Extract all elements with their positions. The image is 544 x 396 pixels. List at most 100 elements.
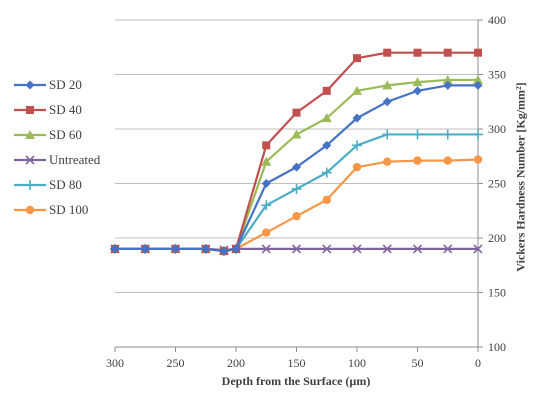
- data-point-untreated-100: [352, 244, 362, 254]
- legend-item-sd-40: SD 40: [14, 97, 100, 122]
- data-point-sd-100-150: [292, 212, 301, 221]
- data-point-sd-80-0: [473, 129, 483, 140]
- x-tick-label-250: 250: [167, 356, 185, 370]
- data-point-sd-100-0: [473, 155, 483, 164]
- data-point-sd-60-150: [291, 129, 302, 139]
- data-point-sd-20-50: [413, 86, 422, 96]
- x-axis-label: Depth from the Surface (µm): [221, 374, 371, 388]
- data-point-sd-20-150: [292, 162, 301, 172]
- y-axis-label: Vickers Hardness Number [Kg/mm²]: [513, 82, 528, 272]
- data-point-sd-80-100: [352, 140, 362, 151]
- y-tick-label-400: 400: [488, 13, 506, 27]
- data-point-sd-60-75: [382, 80, 393, 90]
- data-point-sd-20-250: [171, 244, 180, 254]
- data-point-untreated-25: [443, 244, 453, 254]
- legend-swatch-untreated: [14, 154, 46, 165]
- data-point-sd-60-100: [352, 85, 362, 95]
- data-point-sd-80-50: [412, 129, 423, 140]
- data-point-sd-40-25: [443, 48, 452, 57]
- data-point-sd-20-75: [382, 97, 392, 107]
- legend-item-sd-60: SD 60: [14, 122, 100, 147]
- data-point-untreated-75: [382, 244, 392, 254]
- y-tick-label-200: 200: [488, 231, 506, 245]
- y-tick-label-250: 250: [488, 177, 506, 191]
- x-tick-label-200: 200: [227, 356, 245, 370]
- legend-swatch-sd-40: [14, 105, 46, 114]
- data-point-untreated-150: [291, 244, 302, 254]
- legend-marker-untreated: [25, 154, 35, 165]
- data-point-sd-80-75: [382, 129, 393, 140]
- data-point-sd-40-175: [262, 141, 271, 150]
- legend-marker-sd-40: [26, 105, 34, 114]
- data-point-untreated-50: [412, 244, 423, 254]
- data-point-sd-100-100: [352, 162, 362, 172]
- legend-label-sd-20: SD 20: [49, 76, 82, 92]
- x-tick-label-50: 50: [412, 356, 424, 370]
- y-tick-label-350: 350: [488, 68, 506, 82]
- data-point-sd-100-25: [443, 156, 452, 165]
- data-point-sd-20-210: [219, 246, 229, 256]
- x-tick-label-300: 300: [106, 356, 124, 370]
- data-point-sd-40-125: [322, 86, 331, 95]
- legend-item-untreated: Untreated: [14, 147, 100, 172]
- legend-swatch-sd-100: [14, 205, 46, 214]
- y-tick-label-100: 100: [488, 340, 506, 354]
- data-point-sd-20-225: [201, 244, 211, 254]
- legend-label-sd-80: SD 80: [49, 176, 82, 192]
- data-point-sd-80-175: [261, 200, 272, 211]
- data-point-sd-20-125: [322, 140, 332, 150]
- data-point-sd-40-50: [413, 48, 422, 57]
- x-tick-label-0: 0: [475, 356, 481, 370]
- legend-marker-sd-100: [25, 205, 35, 214]
- plot-area: [110, 48, 483, 257]
- data-point-sd-20-175: [261, 179, 271, 188]
- legend-item-sd-80: SD 80: [14, 172, 100, 197]
- data-point-sd-20-275: [140, 244, 150, 254]
- data-point-sd-40-0: [474, 48, 482, 57]
- data-point-sd-80-25: [442, 129, 453, 140]
- series-line-sd-100: [115, 158, 479, 253]
- x-tick-label-100: 100: [348, 356, 366, 370]
- data-point-sd-60-50: [412, 77, 423, 87]
- x-tick-label-150: 150: [288, 356, 306, 370]
- data-point-sd-40-150: [292, 108, 301, 117]
- data-point-untreated-0: [473, 244, 483, 254]
- legend: SD 20 SD 40 SD 60 Untreated SD 80 SD 100: [14, 72, 100, 222]
- legend-swatch-sd-20: [14, 80, 46, 89]
- data-point-sd-20-25: [443, 80, 453, 90]
- data-point-untreated-175: [261, 244, 271, 254]
- legend-marker-sd-80: [25, 179, 35, 190]
- y-tick-label-150: 150: [488, 286, 506, 300]
- data-point-untreated-125: [322, 244, 332, 254]
- data-point-sd-100-125: [322, 195, 331, 205]
- data-point-sd-60-0: [473, 74, 483, 84]
- series-line-sd-20: [115, 84, 478, 253]
- data-point-sd-60-175: [261, 156, 272, 166]
- legend-label-sd-40: SD 40: [49, 101, 82, 117]
- data-point-sd-20-300: [110, 244, 120, 254]
- legend-swatch-sd-60: [14, 129, 46, 139]
- data-point-sd-20-100: [352, 113, 362, 123]
- data-point-sd-40-75: [383, 48, 392, 57]
- y-tick-label-300: 300: [488, 122, 506, 136]
- axes: [114, 19, 483, 352]
- data-point-sd-100-75: [383, 157, 392, 166]
- legend-marker-sd-20: [25, 80, 35, 89]
- gridlines: [115, 19, 478, 293]
- series-sd-80: [110, 129, 483, 257]
- legend-swatch-sd-80: [14, 179, 46, 190]
- data-point-sd-20-200: [231, 244, 241, 254]
- data-point-sd-80-150: [291, 183, 302, 194]
- data-point-sd-40-100: [353, 54, 361, 63]
- data-point-sd-60-25: [442, 74, 453, 84]
- data-point-sd-20-0: [473, 80, 483, 90]
- legend-marker-sd-60: [25, 129, 35, 139]
- series-sd-20: [110, 80, 483, 256]
- data-point-sd-60-125: [321, 113, 332, 123]
- legend-label-sd-60: SD 60: [49, 126, 82, 142]
- legend-item-sd-20: SD 20: [14, 72, 100, 97]
- data-point-sd-100-175: [262, 228, 271, 237]
- data-point-sd-100-50: [413, 156, 422, 165]
- legend-label-untreated: Untreated: [49, 151, 101, 167]
